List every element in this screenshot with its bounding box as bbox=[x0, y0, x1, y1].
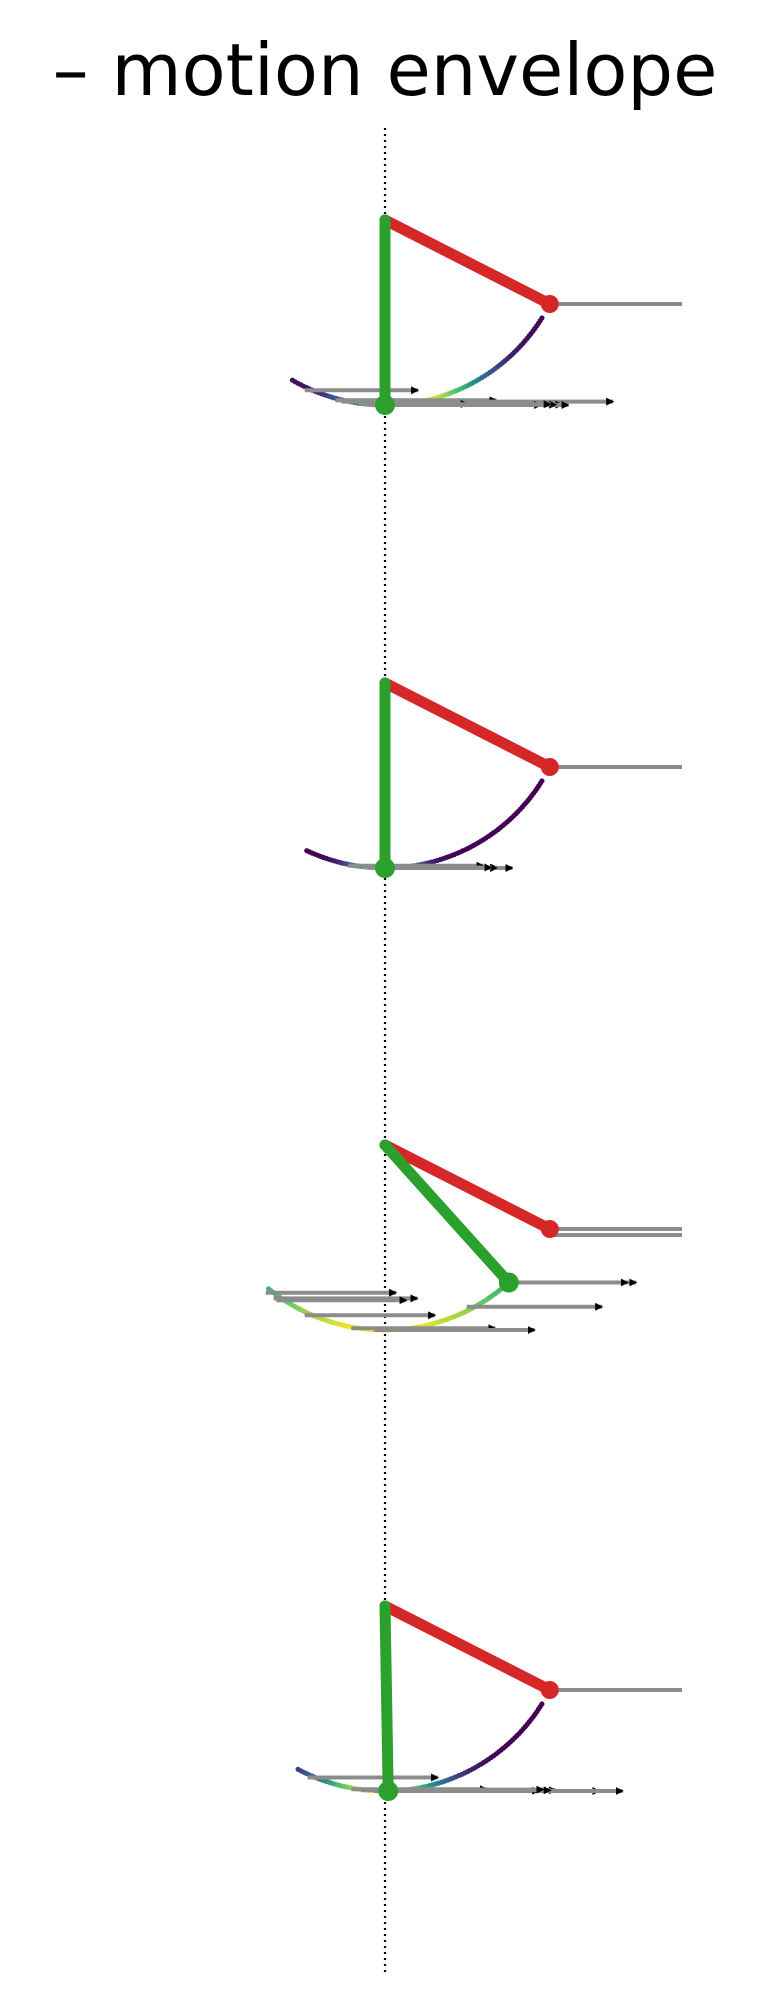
pivot-joint bbox=[380, 215, 390, 225]
crank-joint bbox=[540, 295, 559, 313]
crank-link bbox=[379, 1139, 556, 1235]
pendulum-rod bbox=[379, 1139, 515, 1288]
crank-link bbox=[379, 1600, 556, 1696]
pivot-joint bbox=[380, 1601, 390, 1611]
crank-joint bbox=[540, 1220, 559, 1238]
panels-layer bbox=[265, 214, 682, 1801]
crank-joint bbox=[540, 1681, 559, 1699]
trail-dot bbox=[539, 315, 545, 321]
pendulum-bob bbox=[378, 1781, 399, 1801]
trail-dot bbox=[539, 1701, 545, 1707]
crank-link bbox=[379, 677, 556, 773]
crank-joint bbox=[540, 758, 559, 776]
pendulum-rod bbox=[379, 1600, 394, 1797]
panel-4 bbox=[295, 1600, 682, 1801]
trail-dot bbox=[539, 778, 545, 784]
panel-1 bbox=[289, 214, 682, 415]
page-title: – motion envelope bbox=[52, 28, 718, 112]
pivot-joint bbox=[380, 678, 390, 688]
pendulum-bob bbox=[498, 1272, 519, 1293]
panel-3 bbox=[265, 1139, 682, 1334]
pivot-joint bbox=[380, 1140, 390, 1150]
pendulum-bob bbox=[375, 395, 395, 415]
crank-link bbox=[379, 214, 556, 310]
pendulum-bob bbox=[375, 858, 395, 878]
panel-2 bbox=[304, 677, 682, 878]
